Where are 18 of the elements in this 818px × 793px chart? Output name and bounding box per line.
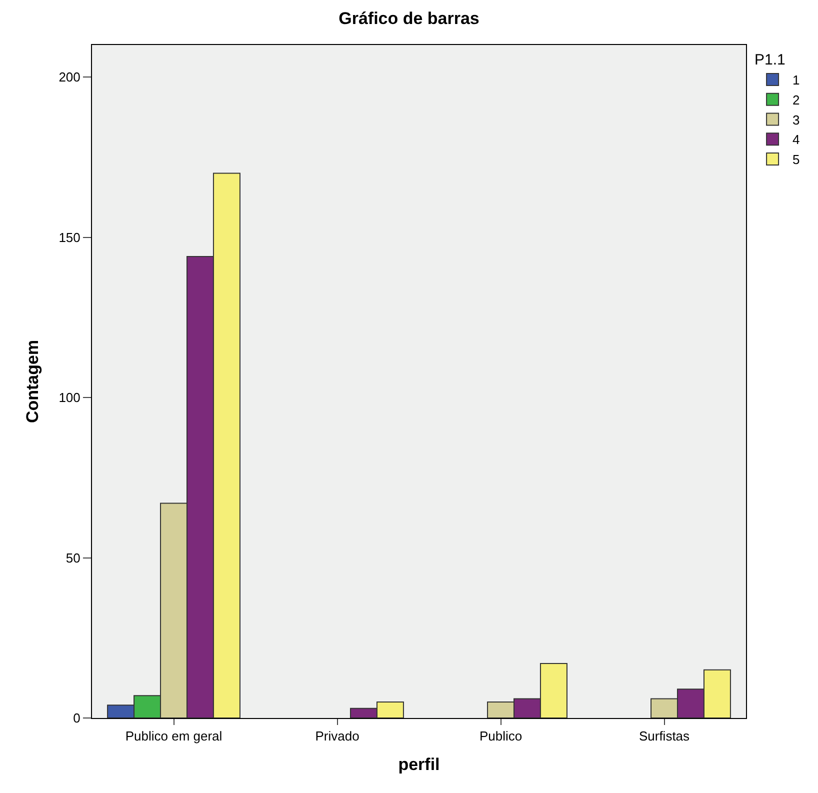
y-tick-label: 0 bbox=[73, 710, 80, 726]
legend-label: 5 bbox=[792, 152, 800, 168]
legend-label: 1 bbox=[792, 72, 800, 88]
y-tick-label: 50 bbox=[66, 550, 80, 566]
y-axis-title: Contagem bbox=[23, 340, 42, 424]
legend-label: 4 bbox=[792, 132, 800, 148]
x-tick-label: Publico bbox=[479, 728, 522, 744]
y-tick-label: 200 bbox=[58, 70, 80, 85]
x-tick-label: Privado bbox=[315, 728, 360, 744]
x-axis-title: perfil bbox=[398, 755, 440, 774]
chart-title: Gráfico de barras bbox=[338, 8, 480, 28]
x-tick-label: Surfistas bbox=[638, 728, 690, 744]
legend-label: 3 bbox=[792, 112, 800, 128]
y-tick-label: 150 bbox=[58, 230, 80, 245]
y-tick-label: 100 bbox=[58, 390, 80, 406]
legend-label: 2 bbox=[792, 92, 800, 108]
legend-title: P1.1 bbox=[754, 52, 786, 68]
x-tick-label: Publico em geral bbox=[125, 728, 222, 744]
